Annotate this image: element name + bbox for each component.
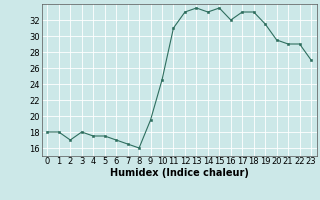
X-axis label: Humidex (Indice chaleur): Humidex (Indice chaleur) (110, 168, 249, 178)
